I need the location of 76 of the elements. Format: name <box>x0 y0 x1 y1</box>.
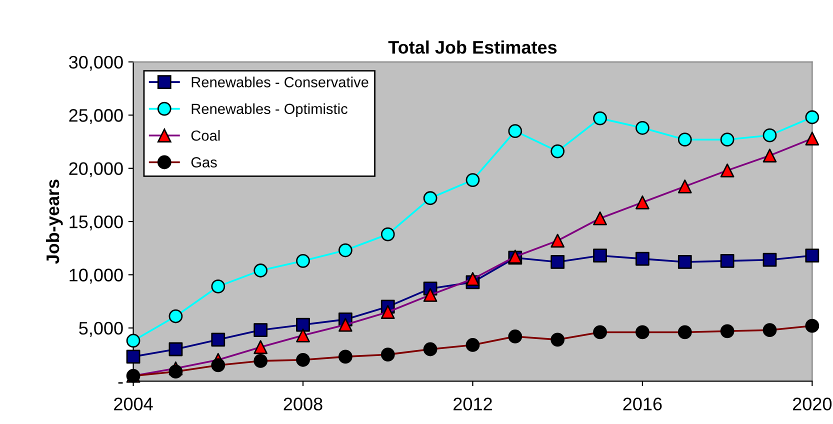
x-tick-label: 2012 <box>454 398 492 410</box>
point <box>254 264 268 278</box>
y-tick-label: 25,000 <box>69 109 123 124</box>
point <box>550 332 565 347</box>
point <box>423 191 438 206</box>
point <box>805 132 820 146</box>
y-tick-label: 20,000 <box>69 162 123 178</box>
point <box>211 280 226 294</box>
point <box>296 318 310 332</box>
point <box>636 252 650 266</box>
point <box>423 342 438 356</box>
point <box>550 255 565 269</box>
point <box>762 128 777 142</box>
legend-label: Coal <box>191 130 220 141</box>
legend-label: Renewables - Optimistic <box>192 103 348 117</box>
point <box>636 195 650 210</box>
point <box>550 234 565 248</box>
point <box>805 110 820 124</box>
point <box>126 334 140 348</box>
point <box>508 330 522 344</box>
point <box>380 305 395 319</box>
chart-title: Total Job Estimates <box>388 40 557 54</box>
point <box>296 352 310 367</box>
y-tick-label: 5,000 <box>79 322 123 337</box>
y-axis-title: Job-years <box>46 180 63 264</box>
point <box>678 325 692 340</box>
point <box>678 132 692 147</box>
point <box>338 243 352 258</box>
point <box>762 323 777 338</box>
point <box>593 325 607 340</box>
point <box>550 144 565 158</box>
legend-label: Renewables - Conservative <box>192 76 368 88</box>
point <box>805 318 820 333</box>
point <box>380 227 395 242</box>
x-tick-label: 2008 <box>284 398 322 410</box>
point <box>168 309 183 324</box>
point <box>168 364 183 379</box>
point <box>211 358 226 372</box>
x-tick-label: 2016 <box>623 398 662 410</box>
point <box>338 350 352 364</box>
point <box>296 328 310 342</box>
point <box>254 340 268 354</box>
point <box>254 354 268 368</box>
point <box>296 254 310 268</box>
point <box>466 173 480 187</box>
point <box>593 211 607 226</box>
point <box>466 272 480 286</box>
point <box>720 132 734 147</box>
point <box>678 255 692 269</box>
point <box>168 342 183 356</box>
point <box>466 338 480 352</box>
point <box>593 111 607 126</box>
y-tick-label: 30,000 <box>69 56 123 71</box>
x-tick-label: 2004 <box>114 398 153 410</box>
point <box>254 323 268 338</box>
point <box>678 179 692 194</box>
point <box>211 332 226 347</box>
point <box>720 164 734 178</box>
point <box>593 248 607 263</box>
legend-label: Gas <box>191 157 217 168</box>
point <box>380 348 395 362</box>
point <box>762 252 777 267</box>
point <box>636 120 650 135</box>
x-tick-label: 2020 <box>793 398 832 410</box>
point <box>508 124 522 138</box>
point <box>720 324 734 338</box>
point <box>805 248 820 263</box>
y-tick-label: 10,000 <box>70 268 123 284</box>
point <box>338 318 352 332</box>
y-tick-label: - <box>118 382 123 384</box>
y-tick-label: 15,000 <box>70 215 123 230</box>
point <box>126 350 140 364</box>
point <box>636 325 650 340</box>
point <box>423 288 438 302</box>
point <box>762 148 777 162</box>
point <box>720 254 734 268</box>
